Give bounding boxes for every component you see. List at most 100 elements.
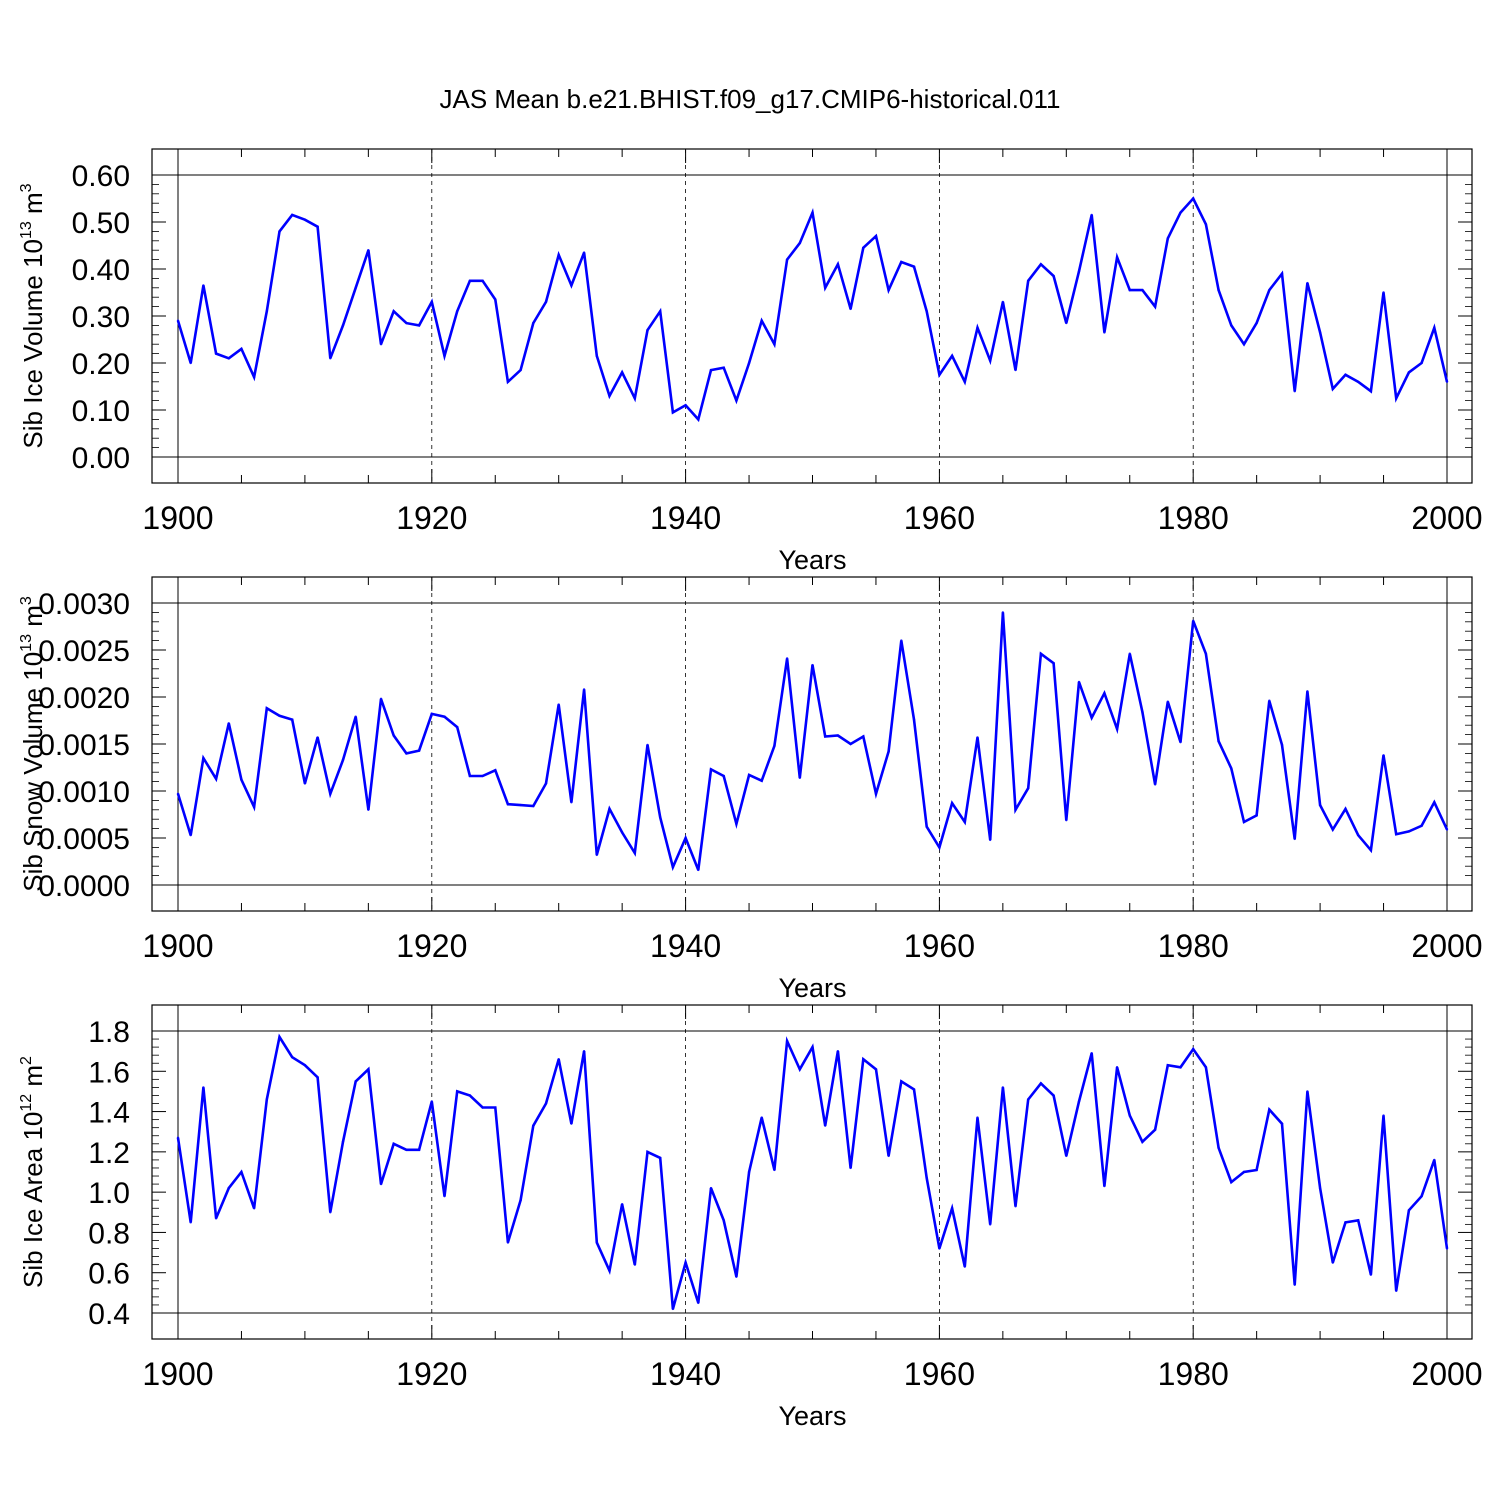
panel-2-point-1987 [1280, 743, 1284, 747]
panel-2-point-1931 [570, 801, 573, 804]
panel-2-point-1982 [1217, 739, 1220, 743]
panel-2-ytick-label-5: 0.0025 [38, 635, 130, 668]
panel-3-point-1916 [379, 1182, 383, 1186]
panel-2-point-1999 [1433, 801, 1436, 804]
panel-3-frame [151, 1004, 1473, 1340]
panel-1-point-1906 [252, 375, 256, 379]
panel-3-point-1907 [265, 1098, 269, 1101]
panel-2-point-1904 [227, 722, 230, 725]
panel-2-point-1974 [1115, 727, 1119, 731]
panel-1-ytick-label-1: 0.10 [72, 395, 130, 428]
panel-2-point-1972 [1090, 716, 1093, 719]
panel-2-ytick-label-6: 0.0030 [38, 588, 130, 621]
panel-2-point-1900 [176, 792, 180, 796]
panel-3-point-1958 [912, 1088, 916, 1091]
panel-3-ytick-label-2: 0.8 [88, 1217, 130, 1250]
panel-1-point-1973 [1103, 331, 1106, 334]
panel-1-point-1990 [1318, 331, 1322, 334]
panel-3-point-1933 [595, 1241, 598, 1244]
panel-2-point-1915 [367, 808, 370, 811]
panel-1-ytick-label-3: 0.30 [72, 301, 130, 334]
panel-1-point-1964 [988, 359, 992, 362]
panel-2-point-1946 [760, 779, 763, 782]
panel-2-point-1923 [468, 774, 472, 778]
panel-1-point-1977 [1153, 305, 1157, 308]
panel-3-point-1964 [988, 1223, 992, 1226]
panel-1-point-1932 [582, 251, 586, 254]
panel-2-point-1970 [1065, 818, 1068, 822]
panel-2-frame [151, 576, 1473, 912]
panel-1-point-1978 [1166, 237, 1170, 240]
panel-2-point-1901 [189, 833, 192, 837]
panel-1-point-1963 [976, 326, 979, 329]
panel-2-point-1937 [646, 743, 649, 747]
panel-2-point-1963 [976, 736, 979, 739]
panel-2-point-1950 [811, 663, 814, 667]
panel-3-point-1992 [1344, 1221, 1347, 1224]
panel-2-ylabel-part-0: Sib Snow Volume 10 [18, 652, 48, 892]
panel-3-xtick-label-1920: 1920 [396, 1356, 467, 1392]
panel-3-point-1962 [963, 1265, 966, 1268]
panel-2-point-1940 [684, 836, 687, 840]
panel-2-point-1949 [798, 776, 802, 780]
panel-1-xtick-label-1920: 1920 [396, 500, 467, 536]
panel-1-point-1955 [874, 234, 878, 238]
panel-3-ytick-label-3: 1.0 [88, 1177, 130, 1210]
panel-2-point-1965 [1001, 611, 1005, 614]
panel-1-point-1953 [849, 307, 852, 311]
panel-1-point-1985 [1255, 321, 1258, 325]
panel-3-point-1913 [341, 1140, 345, 1143]
panel-3-point-1954 [862, 1058, 865, 1061]
panel-1-ytick-label-0: 0.00 [72, 442, 130, 475]
panel-3-point-1963 [976, 1116, 979, 1119]
panel-1-point-2000 [1445, 380, 1449, 383]
panel-3-point-1952 [836, 1049, 840, 1053]
panel-1-ytick-label-2: 0.20 [72, 348, 130, 381]
panel-2-point-1930 [557, 703, 560, 706]
panel-1-point-1902 [202, 284, 205, 287]
panel-2-point-1903 [214, 777, 218, 780]
panel-2-point-1944 [735, 822, 738, 826]
panel-1-ylabel-part-1: 13 [18, 221, 35, 239]
panel-2-point-1947 [773, 744, 776, 748]
panel-3-point-1946 [760, 1116, 763, 1119]
panel-1-point-1913 [341, 324, 345, 327]
panel-1-xlabel: Years [778, 545, 846, 575]
panel-1-point-1915 [367, 249, 370, 252]
panel-3-point-1982 [1217, 1146, 1220, 1150]
panel-2-point-1939 [671, 865, 675, 869]
panel-2-point-1951 [823, 735, 827, 738]
panel-2-point-1910 [303, 782, 307, 785]
panel-2-point-1920 [430, 712, 433, 716]
panel-3-point-1980 [1192, 1047, 1195, 1051]
panel-1-ytick-label-4: 0.40 [72, 254, 130, 287]
panel-1-point-1983 [1230, 324, 1233, 327]
panel-3-point-1903 [214, 1217, 218, 1220]
panel-3-point-1975 [1128, 1114, 1131, 1117]
panel-2-point-1922 [455, 725, 459, 729]
panel-3-point-1930 [557, 1058, 560, 1061]
panel-1-xtick-label-1960: 1960 [904, 500, 975, 536]
panel-2-point-1938 [659, 816, 662, 819]
panel-3-point-1969 [1052, 1094, 1055, 1097]
panel-3-point-1948 [785, 1039, 789, 1043]
panel-2-point-1942 [709, 768, 713, 771]
panel-1-point-1982 [1217, 288, 1220, 292]
panel-3-point-1999 [1433, 1158, 1436, 1162]
panel-2-point-1902 [202, 756, 205, 760]
panel-1-point-1905 [240, 347, 243, 351]
panel-3-point-1940 [684, 1261, 687, 1264]
panel-3-point-1981 [1204, 1066, 1208, 1069]
panel-3-point-1905 [240, 1170, 243, 1174]
panel-3-point-1991 [1331, 1261, 1334, 1264]
panel-2-point-1932 [582, 688, 586, 691]
panel-2-point-1971 [1077, 680, 1081, 684]
panel-3-point-1950 [811, 1045, 814, 1049]
panel-3-xtick-label-1960: 1960 [904, 1356, 975, 1392]
panel-1-point-1911 [316, 225, 319, 228]
panel-3-point-1953 [849, 1166, 852, 1170]
panel-1-point-1988 [1293, 390, 1296, 393]
panel-2-point-1933 [595, 853, 598, 857]
panel-1-point-1989 [1306, 281, 1309, 285]
panel-1-ylabel-part-2: m [18, 192, 48, 221]
